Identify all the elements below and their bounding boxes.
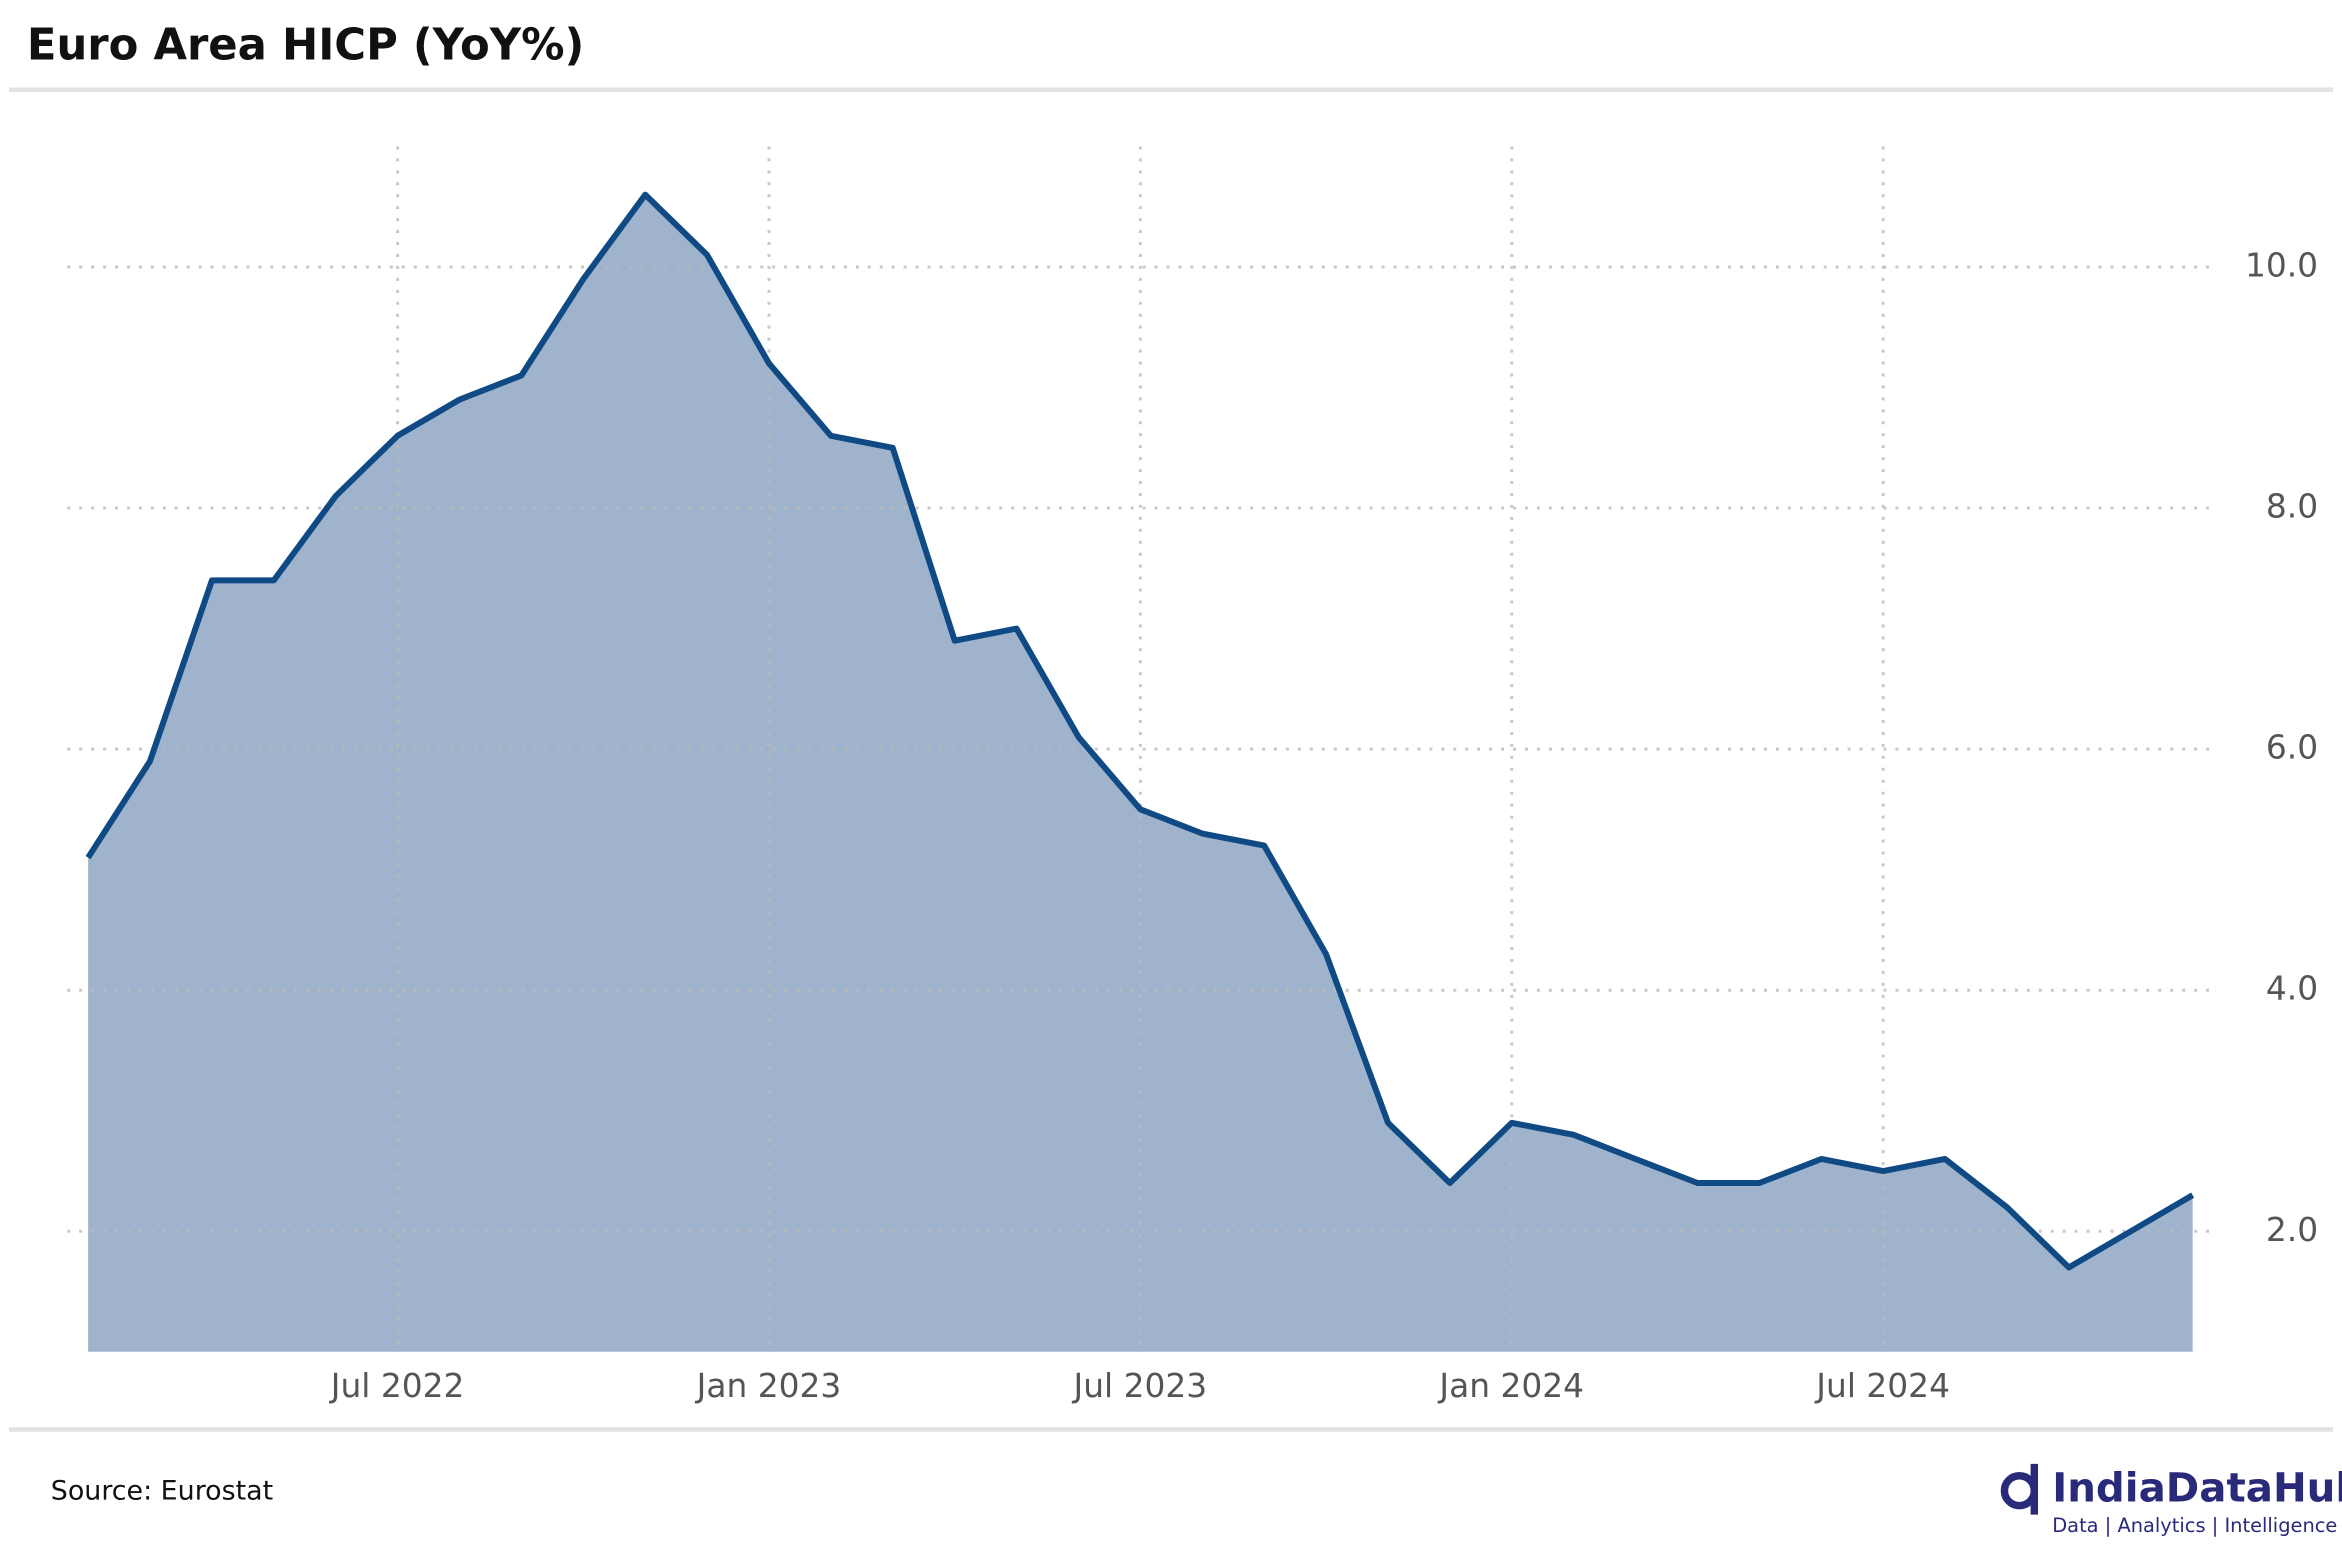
x-tick-label: Jan 2024: [1437, 1367, 1584, 1405]
logo-name: IndiaDataHub: [2052, 1465, 2342, 1512]
x-tick-label: Jul 2023: [1072, 1367, 1208, 1405]
logo-icon: [2000, 1472, 2039, 1510]
logo: IndiaDataHub Data | Analytics | Intellig…: [2000, 1463, 2342, 1537]
y-tick-label: 10.0: [2245, 246, 2318, 284]
logo-tagline: Data | Analytics | Intelligence: [2052, 1514, 2337, 1537]
x-tick-label: Jul 2022: [329, 1367, 465, 1405]
x-tick-label: Jan 2023: [695, 1367, 842, 1405]
source: Source: Eurostat: [51, 1476, 273, 1507]
y-tick-label: 4.0: [2266, 970, 2318, 1008]
line: [85, 191, 2195, 1271]
y-tick-label: 2.0: [2266, 1211, 2318, 1249]
y-tick-label: 8.0: [2266, 488, 2318, 526]
chart-title: Euro Area HICP (YoY%): [27, 20, 584, 70]
y-tick-label: 6.0: [2266, 729, 2318, 767]
area: [88, 194, 2193, 1352]
x-tick-label: Jul 2024: [1814, 1367, 1950, 1405]
